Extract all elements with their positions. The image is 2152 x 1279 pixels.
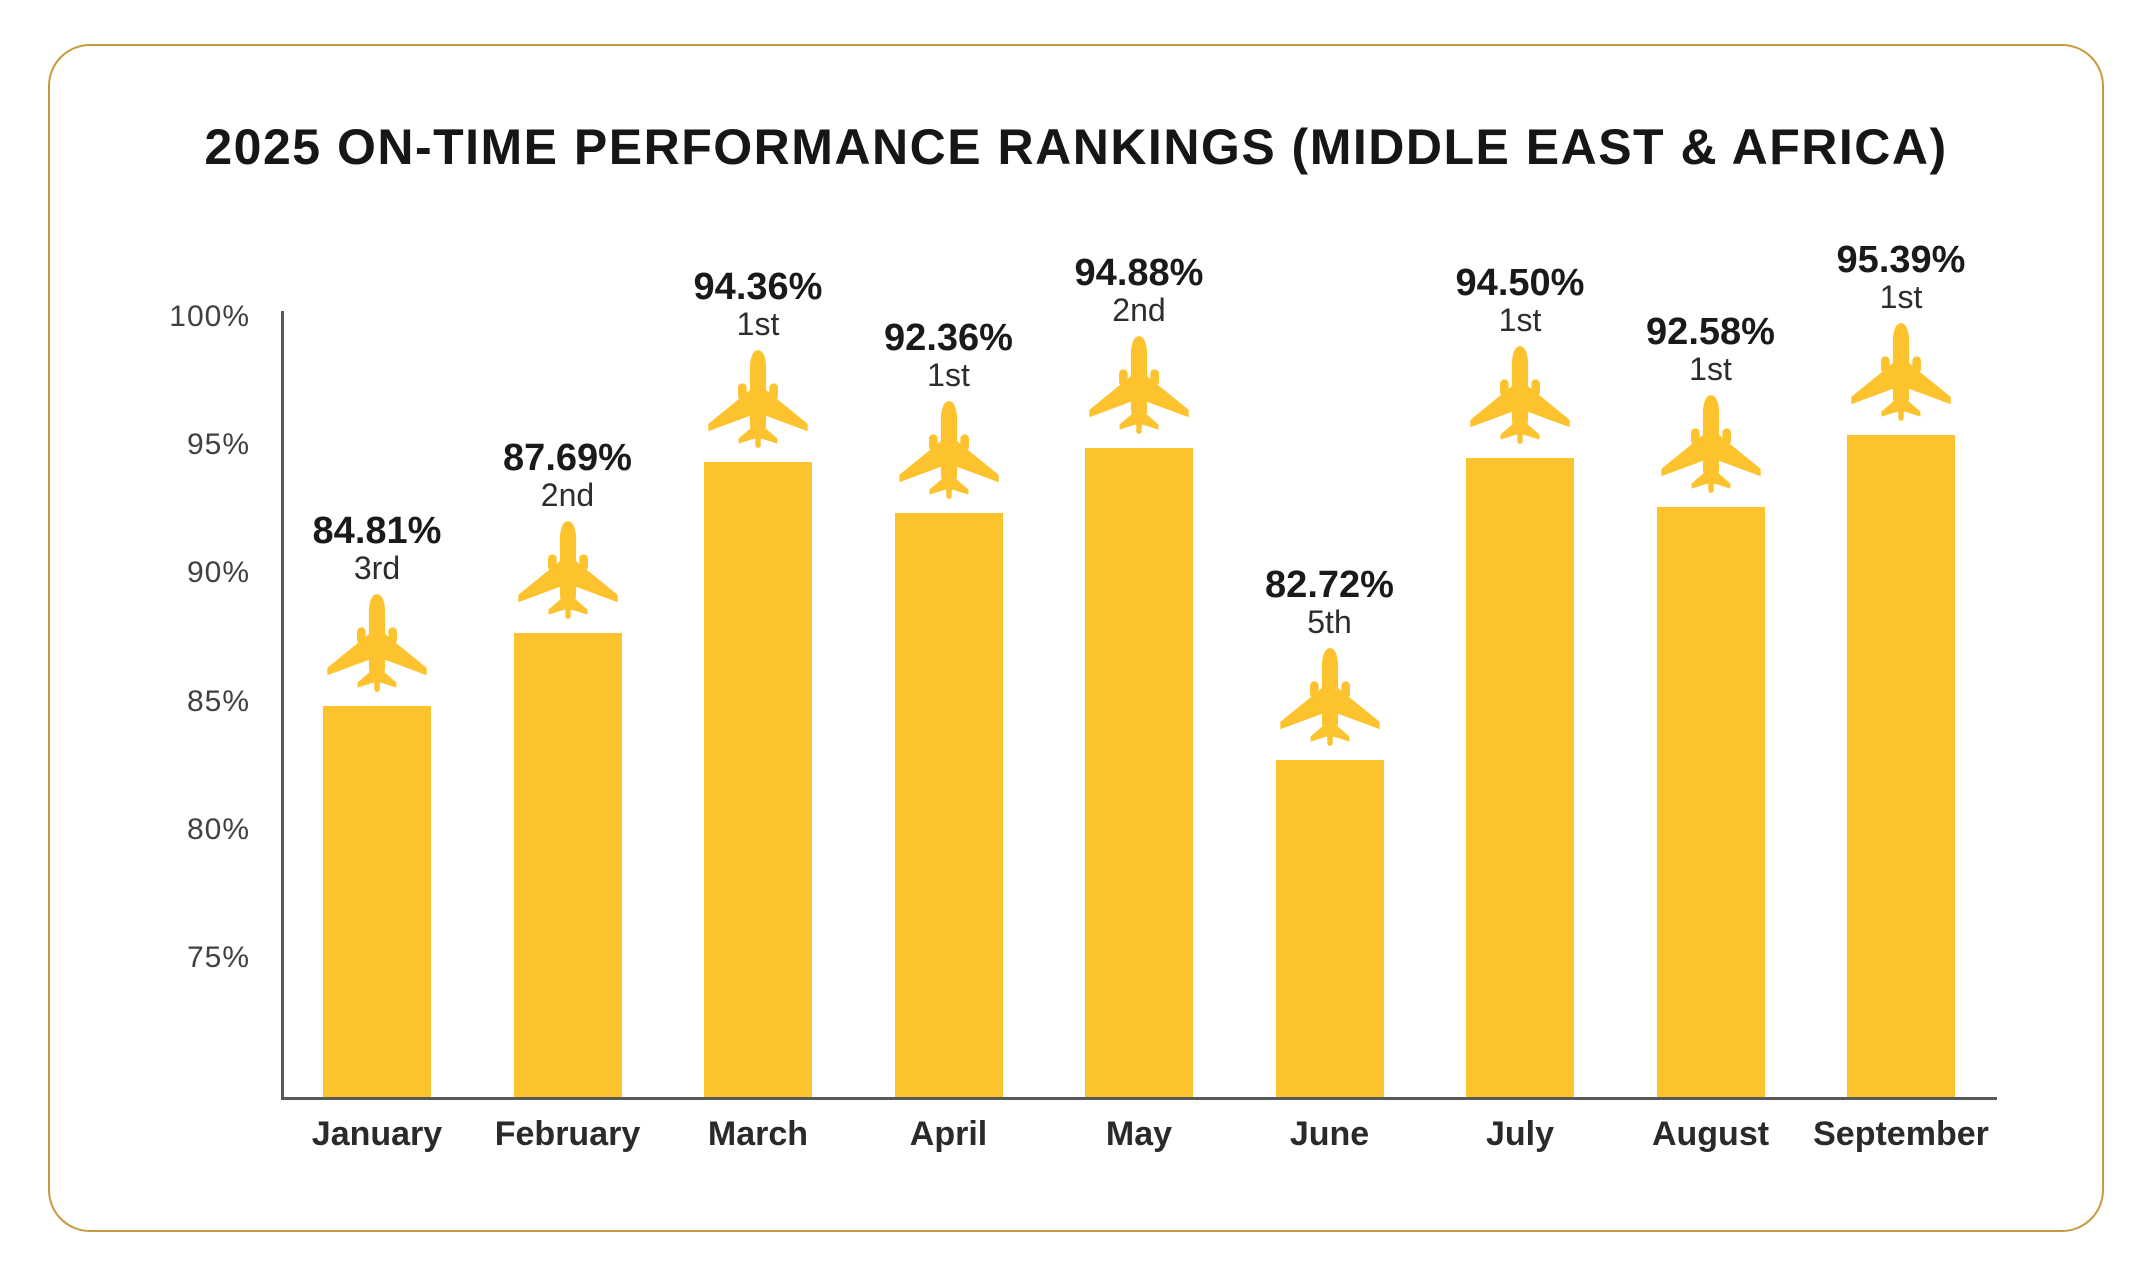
airplane-icon [517, 520, 618, 619]
x-axis-label-july: July [1485, 1115, 1555, 1153]
bar-september [1847, 435, 1955, 1097]
rank-label: 2nd [1112, 292, 1166, 329]
rank-label: 1st [1879, 279, 1923, 316]
value-label: 92.36% [884, 316, 1013, 359]
rank-label: 1st [927, 356, 970, 393]
x-axis-label-may: May [1105, 1115, 1173, 1153]
x-axis-label-february: February [494, 1115, 641, 1153]
value-label: 84.81% [312, 510, 442, 553]
y-axis-tick-label: 95% [186, 428, 250, 462]
rank-label: 5th [1307, 604, 1352, 641]
bar-may [1085, 448, 1193, 1097]
x-axis-label-april: April [909, 1115, 988, 1153]
value-label: 87.69% [503, 436, 632, 479]
x-axis-label-june: June [1289, 1115, 1370, 1153]
y-axis-line [281, 311, 284, 1100]
chart-title: 2025 ON-TIME PERFORMANCE RANKINGS (MIDDL… [204, 119, 1948, 175]
gold-border-frame [48, 44, 2104, 1232]
x-axis-label-august: August [1651, 1115, 1770, 1153]
x-axis-label-september: September [1813, 1115, 1989, 1153]
x-axis-line [281, 1097, 1997, 1100]
x-axis-label-march: March [707, 1115, 809, 1153]
airplane-icon [708, 349, 808, 448]
rank-label: 1st [1498, 302, 1542, 339]
bar-january [323, 706, 431, 1097]
value-label: 95.39% [1836, 239, 1966, 282]
y-axis-tick-label: 80% [186, 812, 250, 846]
bar-february [513, 632, 622, 1097]
bar-march [704, 461, 812, 1097]
airplane-icon [1089, 336, 1189, 435]
rank-label: 3rd [353, 550, 401, 587]
x-axis-label-january: January [311, 1115, 443, 1153]
value-label: 94.88% [1074, 252, 1204, 295]
value-label: 82.72% [1265, 564, 1394, 607]
bar-july [1466, 458, 1574, 1097]
airplane-icon [327, 594, 427, 693]
bar-april [894, 512, 1003, 1097]
value-label: 92.58% [1646, 311, 1775, 354]
y-axis-tick-label: 100% [169, 300, 250, 333]
airplane-icon [898, 400, 999, 499]
airplane-icon [1279, 648, 1380, 746]
value-label: 94.36% [693, 265, 823, 308]
y-axis-tick-label: 75% [186, 940, 250, 974]
airplane-icon [1470, 346, 1570, 444]
bar-june [1275, 760, 1384, 1097]
airplane-icon [1660, 395, 1761, 494]
rank-label: 2nd [540, 476, 595, 513]
value-label: 94.50% [1455, 262, 1585, 305]
rank-label: 1st [1689, 351, 1732, 388]
bar-august [1656, 507, 1765, 1097]
airplane-icon [1851, 323, 1951, 422]
y-axis-tick-label: 85% [186, 684, 250, 718]
rank-label: 1st [736, 305, 780, 342]
y-axis-tick-label: 90% [186, 556, 250, 590]
